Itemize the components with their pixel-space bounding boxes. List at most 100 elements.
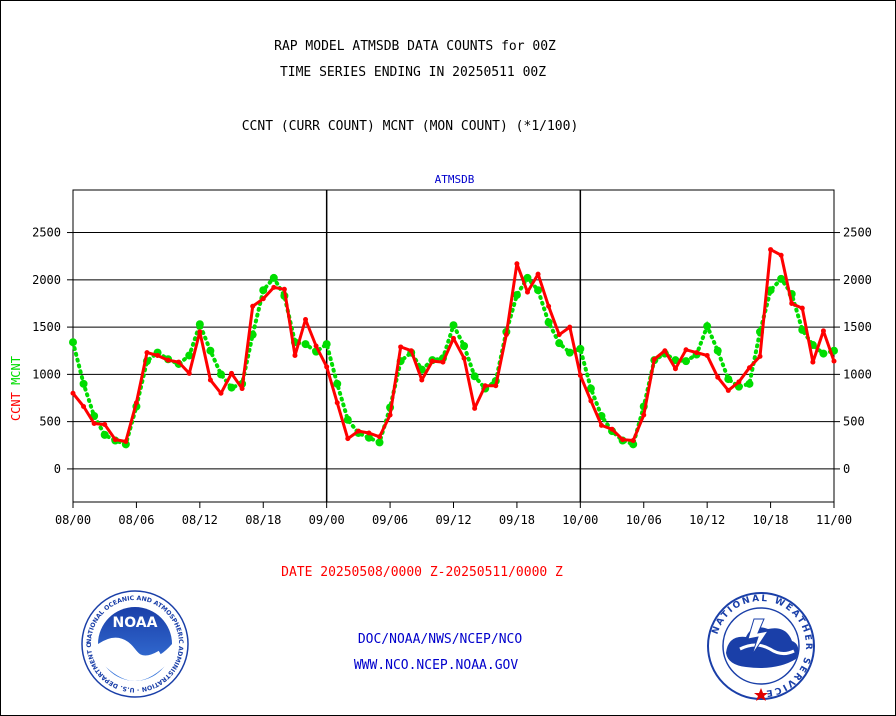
data-point-mcnt: [586, 384, 595, 393]
y-tick-label-right: 2000: [843, 273, 872, 287]
data-point-ccnt: [503, 332, 509, 338]
x-tick-label: 08/00: [55, 513, 91, 527]
data-point-ccnt: [281, 286, 287, 292]
data-point-ccnt: [345, 436, 351, 442]
footer-website-link[interactable]: WWW.NCO.NCEP.NOAA.GOV: [353, 658, 519, 673]
data-point-ccnt: [704, 352, 710, 358]
x-tick-label: 11/00: [816, 513, 852, 527]
data-point-ccnt: [324, 364, 330, 370]
data-point-ccnt: [598, 422, 604, 428]
data-point-ccnt: [440, 359, 446, 365]
x-tick-label: 09/06: [372, 513, 408, 527]
data-point-ccnt: [165, 357, 171, 363]
data-point-mcnt: [512, 290, 521, 299]
data-point-ccnt: [398, 344, 404, 350]
data-point-mcnt: [100, 430, 109, 439]
data-point-mcnt: [301, 340, 310, 349]
data-point-ccnt: [524, 289, 530, 295]
data-point-mcnt: [364, 433, 373, 442]
data-point-mcnt: [69, 338, 77, 347]
data-point-ccnt: [366, 430, 372, 436]
x-tick-label: 08/12: [182, 513, 218, 527]
data-point-ccnt: [313, 343, 319, 349]
y-tick-label-left: 500: [39, 415, 61, 429]
data-point-ccnt: [239, 386, 245, 392]
data-point-ccnt: [451, 335, 456, 341]
data-point-mcnt: [523, 273, 532, 282]
data-point-mcnt: [322, 340, 331, 349]
data-point-ccnt: [620, 437, 626, 443]
data-point-ccnt: [577, 372, 583, 378]
data-point-mcnt: [745, 379, 754, 388]
data-point-ccnt: [778, 252, 784, 258]
data-point-mcnt: [766, 286, 775, 295]
data-point-ccnt: [768, 247, 774, 253]
y-tick-label-right: 500: [843, 415, 865, 429]
plot-area: [72, 189, 835, 503]
nws-logo-icon: NATIONAL WEATHER SERVICE: [707, 592, 815, 701]
data-point-ccnt: [218, 390, 224, 396]
data-point-ccnt: [672, 366, 678, 372]
data-point-mcnt: [343, 415, 352, 424]
data-point-ccnt: [662, 348, 668, 354]
y-axis-label-mcnt: MCNT: [9, 356, 23, 392]
data-point-mcnt: [259, 286, 268, 295]
data-point-mcnt: [375, 438, 384, 447]
data-point-ccnt: [112, 437, 118, 443]
data-point-ccnt: [799, 305, 805, 311]
data-point-mcnt: [555, 339, 564, 348]
y-axis-label-ccnt: CCNT: [9, 392, 23, 421]
data-point-ccnt: [271, 284, 277, 290]
data-point-ccnt: [355, 428, 361, 434]
data-point-mcnt: [682, 357, 691, 366]
noaa-badge-text: NOAA: [113, 615, 158, 631]
data-point-mcnt: [185, 351, 194, 360]
data-point-ccnt: [482, 383, 488, 389]
data-point-ccnt: [820, 328, 826, 334]
data-point-mcnt: [777, 274, 786, 283]
x-tick-label: 08/06: [118, 513, 154, 527]
series-line-ccnt: [71, 248, 836, 443]
data-point-ccnt: [609, 426, 615, 432]
data-point-ccnt: [472, 405, 478, 411]
data-point-ccnt: [641, 412, 647, 418]
chart-subtitle: CCNT (CURR COUNT) MCNT (MON COUNT) (*1/1…: [241, 119, 579, 134]
y-tick-label-right: 1500: [843, 320, 872, 334]
y-axis-label: CCNT MCNT: [9, 356, 23, 421]
y-tick-label-right: 1000: [843, 367, 872, 381]
data-point-ccnt: [155, 352, 161, 358]
x-tick-label: 09/12: [435, 513, 471, 527]
data-point-mcnt: [724, 375, 733, 384]
data-point-ccnt: [757, 353, 763, 359]
data-point-ccnt: [789, 300, 795, 306]
x-tick-label: 10/06: [626, 513, 662, 527]
noaa-logo-icon: NOAA NATIONAL OCEANIC AND ATMOSPHERIC AD…: [80, 589, 189, 698]
panel-label: ATMSDB: [435, 173, 475, 186]
data-point-ccnt: [461, 355, 467, 361]
y-tick-label-left: 0: [54, 462, 61, 476]
data-point-ccnt: [250, 303, 256, 309]
data-point-ccnt: [186, 370, 192, 376]
data-point-ccnt: [546, 303, 552, 309]
data-point-mcnt: [565, 348, 574, 357]
data-point-mcnt: [333, 379, 342, 388]
data-point-mcnt: [798, 325, 807, 334]
y-tick-label-left: 1500: [32, 320, 61, 334]
data-point-ccnt: [408, 348, 414, 354]
x-tick-label: 09/18: [499, 513, 535, 527]
data-point-ccnt: [207, 377, 213, 383]
y-tick-label-right: 0: [843, 462, 850, 476]
data-point-ccnt: [630, 438, 636, 444]
data-point-mcnt: [703, 322, 712, 331]
data-point-ccnt: [715, 374, 721, 380]
data-point-ccnt: [810, 359, 816, 365]
data-point-mcnt: [470, 372, 479, 381]
data-point-mcnt: [79, 379, 88, 388]
data-point-ccnt: [229, 370, 235, 376]
data-point-ccnt: [746, 365, 752, 371]
date-range-label: DATE 20250508/0000 Z-20250511/0000 Z: [281, 565, 563, 580]
data-point-mcnt: [449, 321, 458, 330]
data-point-ccnt: [70, 390, 76, 396]
data-point-ccnt: [123, 438, 129, 444]
